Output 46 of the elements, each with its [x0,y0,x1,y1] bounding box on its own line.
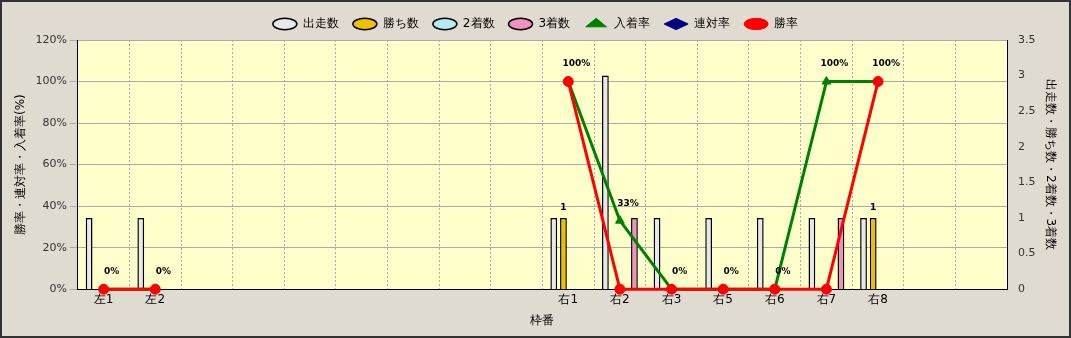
x-tick-label: 右2 [610,291,630,306]
data-label: 1 [870,201,877,212]
x-tick-label: 右6 [764,291,785,306]
x-tick-label: 右3 [661,291,682,306]
data-label: 0% [104,266,120,277]
x-tick-label: 左1 [93,291,114,306]
y2-tick-label: 1.5 [1018,175,1036,189]
x-axis-title: 枠番 [529,312,555,327]
y2-tick-label: 3.5 [1018,32,1036,46]
y2-tick-label: 1 [1018,210,1026,224]
y-tick-label: 20% [42,240,67,254]
data-label: 0% [155,266,171,277]
data-label: 100% [820,58,849,69]
point [821,76,832,85]
y2-tick-label: 2.5 [1018,104,1036,118]
x-tick-label: 右8 [868,291,888,306]
legend-label: 勝ち数 [382,16,419,31]
data-label: 0% [723,266,739,277]
y2-tick-label: 3 [1018,68,1026,82]
legend-label: 勝率 [774,16,799,31]
point [615,215,625,224]
y-tick-label: 0% [49,282,67,296]
data-label: 33% [617,197,639,208]
y2-axis-title: 出走数・勝ち数・2着数・3着数 [1043,78,1058,251]
y-tick-label: 120% [35,32,67,46]
legend-label: 出走数 [302,16,339,31]
x-tick-label: 右5 [713,291,733,306]
data-label: 100% [562,58,591,69]
y-tick-label: 60% [42,157,67,171]
data-label: 100% [872,58,900,69]
y-axis-title: 勝率・連対率・入着率(%) [13,94,28,235]
y2-tick-label: 0.5 [1018,246,1036,260]
y2-tick-label: 0 [1018,282,1026,296]
x-tick-label: 右1 [558,291,579,306]
x-tick-label: 左2 [145,291,166,306]
legend-label: 入着率 [614,16,651,31]
y-tick-label: 40% [42,198,67,212]
x-tick-label: 右7 [816,291,837,306]
y-tick-label: 100% [35,74,67,88]
data-label: 1 [560,201,567,212]
legend-label: 2着数 [462,16,495,31]
legend-label: 連対率 [694,16,731,31]
legend-label: 3着数 [538,16,571,31]
y-tick-label: 80% [42,115,67,129]
data-label: 0% [671,266,688,277]
y2-tick-label: 2 [1018,139,1026,153]
